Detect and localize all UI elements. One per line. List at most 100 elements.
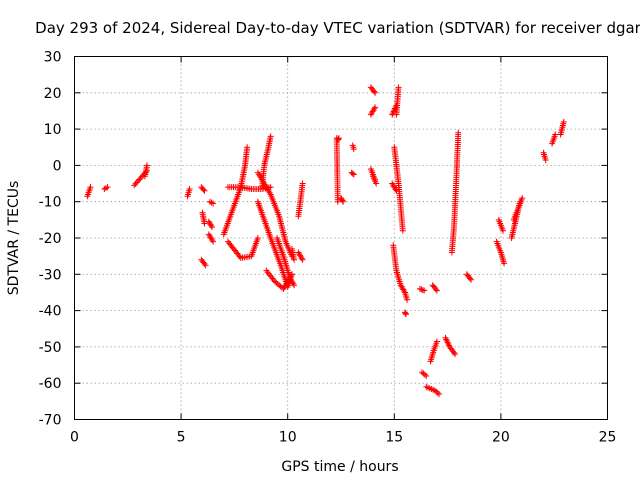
y-tick-label: -30 [39,267,62,283]
data-point [210,200,217,207]
grid [74,56,608,420]
data-point [202,262,209,269]
data-point [436,391,443,398]
data-point [87,184,94,191]
y-tick-label: 10 [44,122,62,138]
data-point [418,286,425,293]
data-point [290,280,297,287]
y-tick-label: -70 [39,413,62,429]
x-tick-label: 10 [279,430,297,446]
x-tick-label: 0 [70,430,79,446]
data-point [455,129,462,136]
y-tick-label: 0 [53,158,62,174]
data-point [393,187,400,194]
data-point [288,271,295,278]
data-point [102,185,109,192]
data-point [131,182,138,189]
data-point [335,135,342,142]
data-point [434,389,441,396]
data-point [349,170,356,177]
y-tick-label: 20 [44,86,62,102]
data-point [432,286,439,293]
data-point [542,156,549,163]
data-point [371,88,378,95]
data-point [401,287,408,294]
data-point [200,186,207,193]
data-point [501,260,508,267]
data-point [395,84,402,91]
chart-title: Day 293 of 2024, Sidereal Day-to-day VTE… [35,19,640,37]
data-points [84,84,567,398]
data-point [466,275,473,282]
data-point [135,178,142,185]
data-point [399,227,406,234]
data-point [210,238,217,245]
data-point [350,171,357,178]
plot-frame [74,56,608,420]
data-point [433,338,440,345]
data-point [291,282,298,289]
axis-ticks [74,56,608,420]
data-point [433,287,440,294]
y-axis-label: SDTVAR / TECUs [6,181,22,296]
data-point [291,256,298,263]
data-point [201,260,208,267]
data-point [560,118,567,125]
data-point [500,227,507,234]
data-point [416,285,423,292]
data-point [452,351,459,358]
data-point [244,144,251,151]
data-point [519,195,526,202]
data-point [468,276,475,283]
data-point [419,287,426,294]
y-tick-label: -60 [39,376,62,392]
data-point [136,176,143,183]
data-point [403,311,410,318]
y-tick-label: -10 [39,195,62,211]
data-point [299,256,306,263]
data-point [298,255,305,262]
data-point [450,349,457,356]
data-point [236,253,243,260]
data-point [209,224,216,231]
data-point [201,187,208,194]
data-point [404,296,411,303]
x-tick-label: 15 [385,430,403,446]
data-point [372,89,379,96]
data-point [267,133,274,140]
y-tick-label: 30 [44,50,62,66]
data-point [372,104,379,111]
x-tick-label: 20 [492,430,510,446]
y-tick-label: -50 [39,340,62,356]
x-tick-label: 25 [599,430,617,446]
data-point [254,235,261,241]
data-point [133,179,140,186]
data-point [340,198,347,205]
data-point [207,221,214,228]
data-point [209,237,216,244]
data-point [371,105,378,112]
data-point [186,185,193,192]
data-point [104,184,111,191]
x-tick-label: 5 [177,430,186,446]
data-point [421,371,428,378]
data-point [552,131,559,138]
data-point [373,180,380,187]
data-point [335,136,342,143]
tick-labels: 0 5 10 15 20 25 -70 -60 -50 -40 -30 -20 -10 0 10 20 30 [39,50,617,446]
data-point [392,186,399,193]
data-point [137,175,144,182]
data-point [402,310,409,317]
y-tick-label: -40 [39,304,62,320]
data-point [421,287,428,294]
data-point [350,146,357,153]
data-point [299,180,306,187]
data-point [132,180,139,187]
data-point [208,222,215,229]
data-point [339,197,346,204]
data-point [208,199,215,206]
data-point [334,198,341,205]
y-tick-label: -20 [39,231,62,247]
data-point [423,372,430,379]
